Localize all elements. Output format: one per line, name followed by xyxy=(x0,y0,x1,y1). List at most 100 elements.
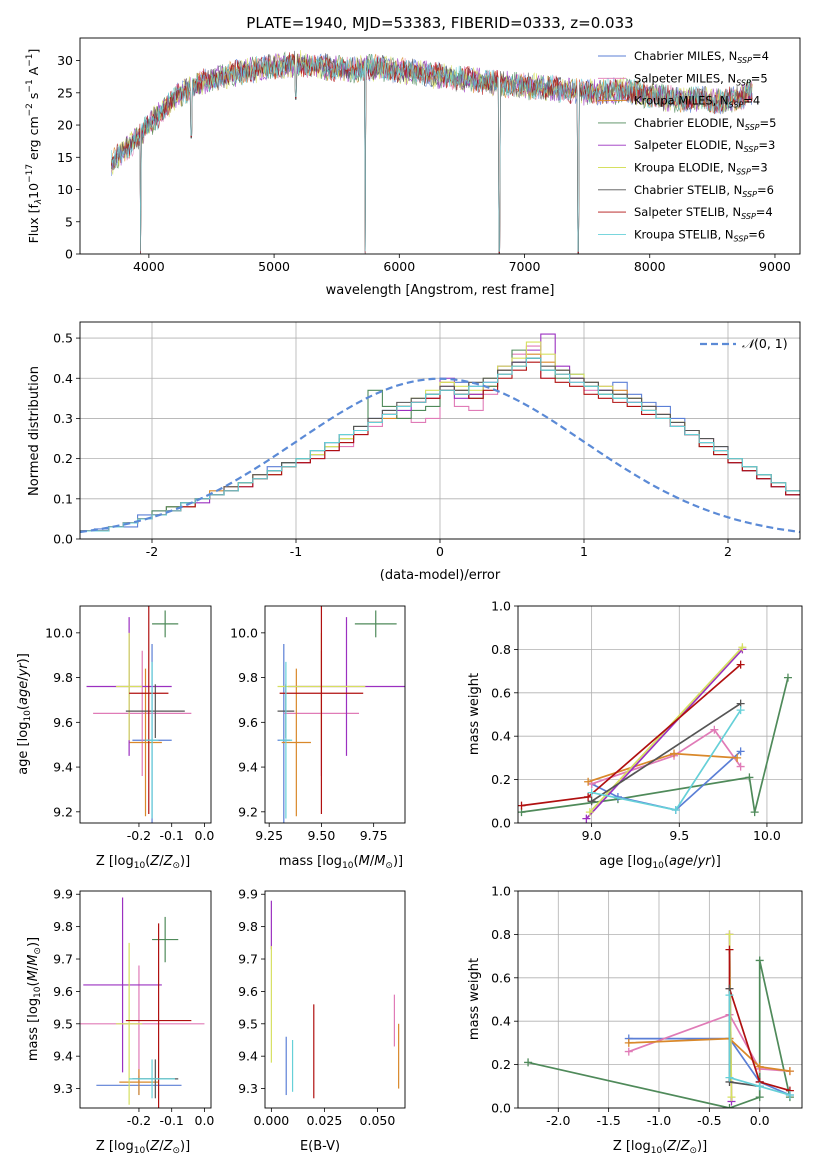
y-tick-label: 0.6 xyxy=(491,970,511,985)
x-tick-label: 9.5 xyxy=(669,828,689,843)
spectrum-line xyxy=(111,54,753,252)
y-tick-label: 0.2 xyxy=(53,451,73,466)
weight-marker xyxy=(584,792,593,801)
x-tick-label: 0.050 xyxy=(360,1113,396,1128)
weight-marker xyxy=(755,956,764,965)
plot-area xyxy=(277,606,405,823)
x-tick-label: 9.0 xyxy=(582,828,602,843)
weight-line xyxy=(628,1037,791,1096)
axes-frame xyxy=(264,605,406,824)
y-tick-label: 9.3 xyxy=(238,1081,258,1096)
weight-marker xyxy=(582,814,591,823)
weight-marker xyxy=(785,1067,794,1076)
plot-area xyxy=(80,333,800,534)
x-tick-label: 9000 xyxy=(759,259,791,274)
y-tick-label: 9.6 xyxy=(238,715,258,730)
axes-frame xyxy=(79,605,212,824)
spectrum-legend: Chabrier MILES, NSSP=4 Salpeter MILES, NS… xyxy=(598,49,776,243)
weight-line xyxy=(591,702,742,803)
age-vs-mass-panel: 9.25 9.50 9.75 9.2 9.4 9.6 9.8 10.0 xyxy=(230,605,406,843)
weight-marker xyxy=(733,753,742,762)
y-tick-label: 0.0 xyxy=(491,816,511,831)
mass-vs-z-xlabel: Z [log10(Z/Z⊙)] xyxy=(96,1139,190,1156)
y-tick-label: 0.0 xyxy=(491,1101,511,1116)
weight-marker xyxy=(755,1093,764,1102)
y-tick-label: 30 xyxy=(57,53,73,68)
x-tick-label: -1.5 xyxy=(596,1113,620,1128)
plot-area xyxy=(270,900,400,1099)
weight-marker xyxy=(624,1038,633,1047)
spectrum-ylabel: Flux [fλ10−17 erg cm−2 s−1 A−1] xyxy=(25,49,44,244)
weight-marker xyxy=(736,747,745,756)
axes-frame xyxy=(79,321,801,540)
x-tick-label: 0.0 xyxy=(195,828,215,843)
x-tick-label: 0.025 xyxy=(306,1113,342,1128)
axes-frame xyxy=(517,890,803,1109)
y-tick-label: 25 xyxy=(57,85,73,100)
x-tick-label: 1 xyxy=(580,544,588,559)
age-vs-mass-xlabel: mass [log10(M/M⊙)] xyxy=(279,854,403,871)
y-tick-label: 9.6 xyxy=(238,984,258,999)
weight-marker xyxy=(736,762,745,771)
legend-label: Chabrier MILES, NSSP=4 xyxy=(634,49,769,65)
weight-line xyxy=(728,949,791,1092)
y-tick-label: 10.0 xyxy=(230,625,258,640)
x-tick-label: 5000 xyxy=(258,259,290,274)
weight-marker xyxy=(584,777,593,786)
mass-vs-ebv-panel: 0.000 0.025 0.050 9.3 9.4 9.5 9.6 9.7 9.8 9.9 xyxy=(238,887,406,1128)
x-tick-label: 9.75 xyxy=(360,828,388,843)
spectrum-line xyxy=(111,53,753,253)
legend-label: 𝒩(0, 1) xyxy=(742,336,788,351)
y-tick-label: 5 xyxy=(65,214,73,229)
x-tick-label: 2 xyxy=(724,544,732,559)
x-tick-label: -0.1 xyxy=(160,1113,184,1128)
age-vs-z-ylabel: age [log10(age/yr)] xyxy=(16,653,33,775)
mass-vs-ebv-xlabel: E(B-V) xyxy=(300,1139,340,1154)
weight-line xyxy=(628,1013,790,1072)
x-tick-label: 6000 xyxy=(383,259,415,274)
y-tick-label: 10.0 xyxy=(45,625,73,640)
y-tick-label: 9.8 xyxy=(238,919,258,934)
y-tick-label: 9.9 xyxy=(53,887,73,902)
plot-area xyxy=(518,643,792,823)
weight-marker xyxy=(671,805,680,814)
y-tick-label: 9.4 xyxy=(53,1049,73,1064)
y-tick-label: 0.4 xyxy=(53,371,73,386)
legend-label: Chabrier STELIB, NSSP=6 xyxy=(634,183,774,199)
weight-marker xyxy=(725,930,734,939)
x-tick-label: 0.0 xyxy=(195,1113,215,1128)
x-tick-label: -0.2 xyxy=(127,1113,151,1128)
axes-frame xyxy=(79,37,801,255)
x-tick-label: 0.0 xyxy=(750,1113,770,1128)
y-tick-label: 9.8 xyxy=(238,670,258,685)
x-tick-label: -1.0 xyxy=(647,1113,671,1128)
legend-label: Salpeter ELODIE, NSSP=3 xyxy=(634,138,775,154)
x-tick-label: 10.0 xyxy=(753,828,781,843)
plot-area xyxy=(86,606,192,823)
y-tick-label: 9.8 xyxy=(53,919,73,934)
weight-marker xyxy=(710,725,719,734)
age-vs-z-xlabel: Z [log10(Z/Z⊙)] xyxy=(96,854,190,871)
weight-vs-age-xlabel: age [log10(age/yr)] xyxy=(599,854,721,871)
y-tick-label: 0.1 xyxy=(53,491,73,506)
y-tick-label: 10 xyxy=(57,182,73,197)
weight-vs-z-panel: -2.0 -1.5 -1.0 -0.5 0.0 0.0 0.2 0.4 0.6 0.8 1.0 xyxy=(491,884,803,1128)
spectrum-panel: 4000 5000 6000 7000 8000 9000 0 5 10 15 20 25 30 Chab… xyxy=(57,37,801,274)
mass-vs-z-ylabel: mass [log10(M/M⊙)] xyxy=(26,937,43,1061)
gaussian-curve xyxy=(80,377,800,534)
y-tick-label: 15 xyxy=(57,150,73,165)
figure-title: PLATE=1940, MJD=53383, FIBERID=0333, z=0… xyxy=(246,14,633,32)
plot-area xyxy=(111,49,753,254)
weight-marker xyxy=(783,673,792,682)
y-tick-label: 0.5 xyxy=(53,331,73,346)
x-tick-label: 0.000 xyxy=(253,1113,289,1128)
y-tick-label: 9.7 xyxy=(53,952,73,967)
x-tick-label: -1 xyxy=(290,544,302,559)
weight-marker xyxy=(738,643,747,652)
legend-label: Kroupa STELIB, NSSP=6 xyxy=(634,227,765,243)
weight-marker xyxy=(727,1093,736,1102)
legend-label: Chabrier ELODIE, NSSP=5 xyxy=(634,116,776,132)
legend-label: Salpeter STELIB, NSSP=4 xyxy=(634,205,773,221)
weight-marker xyxy=(624,1047,633,1056)
